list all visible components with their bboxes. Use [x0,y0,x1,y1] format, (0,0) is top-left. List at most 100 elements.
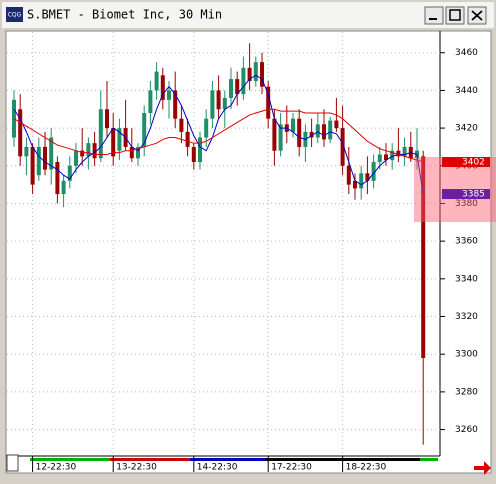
last-value-tag [442,157,490,168]
y-tick-label: 3380 [455,199,478,209]
candle-body [235,79,240,95]
candle-body [167,90,171,100]
y-tick-label: 3260 [455,425,478,435]
candle-body [98,109,103,159]
candle-body [185,131,190,147]
moving-average-line [13,74,424,195]
candle-body [328,120,333,140]
scroll-box[interactable] [6,454,19,472]
chart-area [5,30,492,474]
candle-body [390,150,395,161]
app-icon [6,7,23,22]
candle-body [67,165,72,181]
window-buttons[interactable] [424,6,487,25]
y-tick-label: 3320 [455,312,478,322]
y-tick-label: 3280 [455,387,478,397]
candle-body [229,79,233,98]
candle-body [74,150,78,166]
y-tick-label: 3460 [455,48,478,58]
candle-body [198,137,202,163]
candle-body [421,156,426,358]
candle-body [353,180,357,189]
candle-body [334,120,339,129]
candle-body [142,113,147,147]
plot: 3260328033003320334033603380340034203440… [7,32,496,473]
candle-body [111,128,116,157]
last-value-label: 3402 [462,158,485,168]
day-band [30,458,110,461]
candle-body [36,146,41,176]
candle-body [86,143,91,157]
icon [471,10,483,21]
candle-body [359,173,364,189]
candle-body [315,124,320,138]
candle-body [191,146,196,163]
candle-body [55,162,60,195]
candle-body [204,118,209,138]
x-tick-label: 13-22:30 [116,463,157,473]
candle-body [384,154,388,161]
moving-average-line [13,108,424,163]
candle-body [222,97,227,110]
candle-body [80,150,85,157]
candle-body [117,128,122,151]
candle-body [278,124,283,151]
app-icon-text: CQG [8,12,22,19]
y-tick-label: 3440 [455,86,478,96]
candle-body [160,75,165,100]
day-band [110,458,190,461]
candle-body [346,165,351,185]
last-value-label: 3385 [462,190,485,200]
x-tick-label: 12-22:30 [36,463,77,473]
candle-body [340,128,345,166]
candle-body [396,150,401,157]
candle-body [30,146,35,185]
candle-body [105,109,109,129]
candle-body [92,143,97,159]
candle-body [173,90,178,119]
candle-body [272,118,277,151]
candle-body [322,124,326,140]
x-tick-label: 17-22:30 [271,463,312,473]
icon [449,9,461,21]
candle-body [377,154,382,163]
candle-body [179,118,184,132]
candle-body [24,146,29,157]
candle-body [365,173,370,181]
candle-body [129,146,134,159]
title-bar [2,2,494,28]
last-value-tag [442,189,490,200]
candle-body [154,71,159,91]
candle-body [297,118,302,147]
candle-body [148,90,153,114]
day-band [190,458,265,461]
candle-body [402,146,407,157]
candle-body [216,90,221,110]
candle-body [241,67,246,95]
candle-body [291,118,295,132]
candle-body [136,146,140,159]
chart-title: S.BMET - Biomet Inc, 30 Min [27,8,222,22]
scroll-right-arrow[interactable] [474,461,491,475]
y-tick-label: 3300 [455,350,478,360]
candle-body [61,180,66,195]
candle-body [260,62,264,87]
x-tick-label: 14-22:30 [197,463,238,473]
candle-body [18,109,23,157]
day-strip [30,458,438,461]
candle-body [309,131,314,138]
candle-body [247,67,252,81]
y-tick-label: 3360 [455,237,478,247]
y-tick-label: 3340 [455,274,478,284]
candle-body [210,90,215,119]
minimize-button[interactable] [424,6,444,25]
x-tick-label: 18-22:30 [346,463,387,473]
candle-body [371,162,376,181]
y-tick-label: 3420 [455,124,478,134]
day-band [420,458,438,461]
candle-body [253,62,258,81]
candle-body [43,146,47,170]
candle-body [266,86,271,119]
